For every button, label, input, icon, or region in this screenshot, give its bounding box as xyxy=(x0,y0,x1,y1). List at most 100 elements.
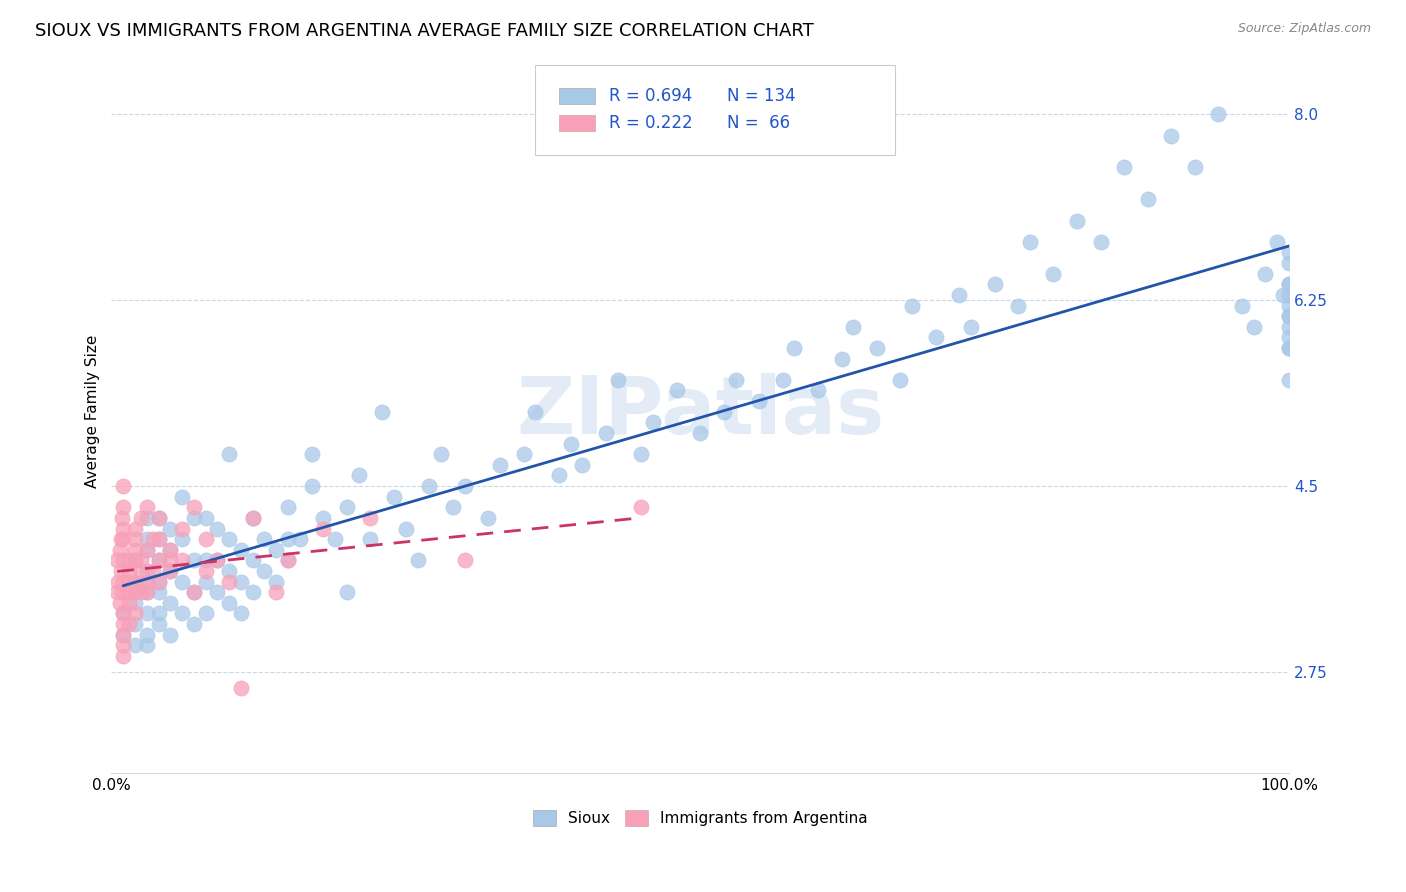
Point xyxy=(560,436,582,450)
Point xyxy=(866,341,889,355)
Point xyxy=(112,574,135,589)
Point xyxy=(159,596,181,610)
Point xyxy=(118,617,141,632)
Point xyxy=(253,532,276,546)
Point xyxy=(1278,373,1301,387)
Point xyxy=(242,511,264,525)
Point xyxy=(1066,213,1088,227)
Point xyxy=(1042,267,1064,281)
Point xyxy=(112,617,135,632)
Point xyxy=(382,490,405,504)
Point xyxy=(1208,107,1230,121)
Point xyxy=(112,532,135,546)
Point xyxy=(159,564,181,578)
Point xyxy=(135,542,157,557)
Point xyxy=(112,607,135,621)
Point xyxy=(159,542,181,557)
Point xyxy=(218,447,240,461)
Point xyxy=(118,585,141,599)
Point xyxy=(889,373,911,387)
Point xyxy=(1272,288,1295,302)
Point xyxy=(135,607,157,621)
Point xyxy=(118,574,141,589)
Point xyxy=(124,553,146,567)
Point xyxy=(665,384,688,398)
Point xyxy=(111,511,134,525)
Point xyxy=(124,542,146,557)
Point xyxy=(1265,235,1288,249)
Point xyxy=(630,500,652,515)
Point xyxy=(148,553,170,567)
Point xyxy=(148,511,170,525)
Point xyxy=(148,532,170,546)
Point xyxy=(148,585,170,599)
Point xyxy=(229,681,252,695)
Point xyxy=(960,319,983,334)
Point xyxy=(112,522,135,536)
Point xyxy=(323,532,346,546)
Point xyxy=(1278,309,1301,323)
Point xyxy=(142,564,165,578)
Point xyxy=(218,574,240,589)
Point xyxy=(441,500,464,515)
Point xyxy=(312,511,335,525)
Text: N =  66: N = 66 xyxy=(727,114,790,132)
Point xyxy=(229,574,252,589)
Point xyxy=(395,522,418,536)
Point xyxy=(159,553,181,567)
Point xyxy=(207,585,229,599)
Point xyxy=(783,341,806,355)
Point xyxy=(1278,245,1301,260)
Point xyxy=(983,277,1005,292)
Point xyxy=(312,522,335,536)
Point xyxy=(242,585,264,599)
Point xyxy=(218,564,240,578)
Point xyxy=(277,553,299,567)
Text: N = 134: N = 134 xyxy=(727,87,796,105)
Point xyxy=(170,607,193,621)
Point xyxy=(124,617,146,632)
Point xyxy=(724,373,747,387)
Point xyxy=(148,607,170,621)
Point xyxy=(183,585,205,599)
Point xyxy=(1019,235,1042,249)
Point xyxy=(148,617,170,632)
Point xyxy=(112,648,135,663)
Point xyxy=(159,522,181,536)
Point xyxy=(288,532,311,546)
Point xyxy=(148,574,170,589)
Point xyxy=(264,542,287,557)
Point xyxy=(406,553,429,567)
Point xyxy=(842,319,865,334)
Point xyxy=(124,585,146,599)
Point xyxy=(170,490,193,504)
Point xyxy=(124,638,146,652)
Point xyxy=(159,628,181,642)
Point xyxy=(129,511,152,525)
Point xyxy=(207,522,229,536)
Point xyxy=(454,553,477,567)
Point xyxy=(112,553,135,567)
Point xyxy=(713,405,735,419)
Point xyxy=(1278,330,1301,344)
Point xyxy=(183,585,205,599)
Point xyxy=(277,553,299,567)
Point xyxy=(901,299,924,313)
Point xyxy=(336,500,359,515)
Point xyxy=(170,532,193,546)
Point xyxy=(148,532,170,546)
Point xyxy=(108,542,131,557)
Point xyxy=(194,532,217,546)
Point xyxy=(1007,299,1029,313)
Point xyxy=(548,468,571,483)
Point xyxy=(112,628,135,642)
Point xyxy=(183,617,205,632)
FancyBboxPatch shape xyxy=(560,88,595,104)
Point xyxy=(124,607,146,621)
Point xyxy=(1278,277,1301,292)
Point xyxy=(1278,319,1301,334)
Point xyxy=(112,607,135,621)
Point xyxy=(105,585,128,599)
Point xyxy=(112,500,135,515)
Point xyxy=(170,522,193,536)
